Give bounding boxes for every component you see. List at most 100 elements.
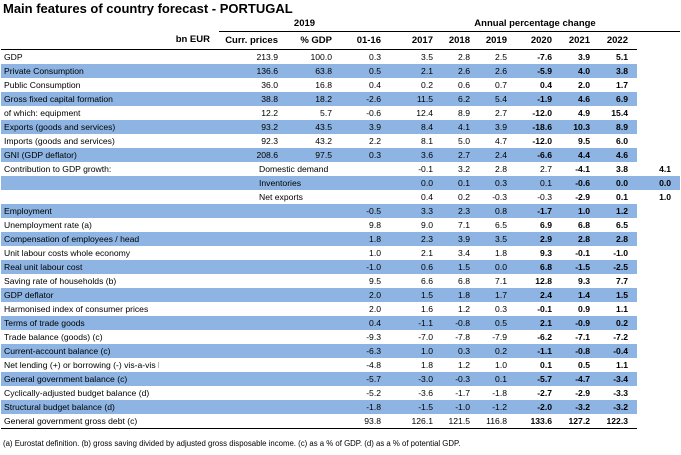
cell-value: 3.8 [599,64,637,78]
cell-value: -0.3 [442,372,479,386]
cell-value: 10.3 [561,120,599,134]
cell-pct-gdp [287,316,341,330]
cell-value: 3.9 [479,120,516,134]
cell-pct-gdp: 18.2 [287,92,341,106]
row-label: Trade balance (goods) (c) [4,332,103,342]
cell-value: 9.0 [421,220,433,230]
cell-value: 0.5 [341,64,390,78]
cell-value: 3.6 [390,148,442,162]
cell-value: 4.1 [659,164,672,174]
cell-value: 2.7 [442,148,479,162]
table-row: General government gross debt (c) 93.8 126… [1,414,680,429]
cell-value: 0.0 [390,176,442,190]
cell-value: 6.5 [495,220,507,230]
cell-value: -1.0 [341,260,390,274]
cell-value: 3.5 [421,52,433,62]
cell-value: 6.2 [442,92,479,106]
cell-value: -7.8 [455,332,470,342]
cell-value: -1.8 [492,388,507,398]
cell-value: 1.5 [390,288,442,302]
cell-value: 0.1 [616,192,628,202]
cell-curr-prices: 93.2 [219,120,287,134]
cell-curr-prices [219,288,287,302]
cell-value: -1.1 [390,316,442,330]
table-row: GNI (GDP deflator) 208.6 97.5 0.3 3.6 2.7 2.4-… [1,148,680,162]
cell-value: -5.9 [516,64,561,78]
cell-value: -3.4 [599,372,637,386]
cell-value: 1.1 [616,304,628,314]
apc-group-header: Annual percentage change [390,17,681,32]
cell-bn-eur [159,330,219,344]
cell-value: -0.5 [341,204,390,218]
cell-value: 6.9 [540,220,552,230]
cell-value: 1.8 [442,288,479,302]
cell-value: 7.7 [616,276,628,286]
cell-value: -3.2 [561,400,599,414]
cell-pct-gdp [287,372,341,386]
cell-value: 0.6 [458,80,470,90]
cell-pct-gdp: 43.5 [287,120,341,134]
cell-pct-gdp [287,260,341,274]
cell-value: 2.5 [495,52,507,62]
cell-value: -4.1 [575,164,590,174]
cell-value: 1.1 [616,360,628,370]
col-year: 2022 [599,31,637,50]
row-label: Current-account balance (c) [1,344,159,358]
row-label: Unit labour costs whole economy [4,248,131,258]
table-row: Saving rate of households (b) 9.5 6.6 6.8 7.… [1,274,680,288]
cell-value: 2.9 [516,232,561,246]
cell-curr-prices [219,204,287,218]
cell-value: 6.9 [599,92,637,106]
table-row: Unemployment rate (a) 9.8 9.0 7.1 6.5 6.9 6.8 6… [1,218,680,232]
row-label: Cyclically-adjusted budget balance (d) [4,388,150,398]
cell-value: 4.1 [442,120,479,134]
cell-pct-gdp [287,204,341,218]
table-row: Compensation of employees / head 1.8 2.3 3.… [1,232,680,246]
cell-value: 2.4 [479,148,516,162]
cell-value: 2.0 [369,304,381,314]
cell-value: 5.0 [458,136,470,146]
cell-value: 6.8 [458,276,470,286]
cell-bn-eur [159,204,219,218]
cell-bn-eur [159,106,219,120]
cell-value: 0.7 [495,80,507,90]
cell-value: 1.0 [659,192,672,202]
cell-value: 0.2 [599,316,637,330]
table-row: Net exports 0.4 0.2 -0.3 -0.3 -2.9 0.1 1.0 [1,190,680,204]
cell-value: -6.2 [537,332,552,342]
cell-curr-prices: 208.6 [219,148,287,162]
cell-value: 2.8 [561,232,599,246]
cell-value: 2.6 [442,64,479,78]
cell-value: -2.7 [537,388,552,398]
cell-bn-eur [159,316,219,330]
cell-value: 121.5 [442,414,479,429]
cell-value: 6.6 [421,276,433,286]
cell-bn-eur [159,246,219,260]
row-sublabel: Domestic demand [259,164,329,174]
cell-value: -0.8 [442,316,479,330]
cell-value: 0.4 [341,316,390,330]
cell-value: 12.8 [535,276,552,286]
cell-value: 2.0 [341,288,390,302]
cell-pct-gdp: 97.5 [287,148,341,162]
cell-value: 0.5 [479,316,516,330]
cell-value: 6.0 [616,136,628,146]
cell-pct-gdp [287,330,341,344]
cell-value: 9.5 [369,276,381,286]
table-row: Contribution to GDP growth: Domestic dema… [1,162,680,176]
cell-value: -3.2 [599,400,637,414]
row-label: Terms of trade goods [1,316,159,330]
cell-curr-prices: 36.0 [261,80,278,90]
cell-value: -7.2 [613,332,628,342]
row-label: Structural budget balance (d) [1,400,159,414]
cell-value: 1.6 [421,304,433,314]
cell-bn-eur [159,50,219,65]
cell-bn-eur [159,358,219,372]
cell-value: -1.0 [442,400,479,414]
cell-curr-prices [219,344,287,358]
row-label: General government gross debt (c) [1,414,159,429]
row-sublabel: Inventories [219,176,390,190]
table-row: GDP 213.9 100.0 0.3 3.5 2.8 2.5 -7.6 3.9 5.1 [1,50,680,65]
cell-value: 2.4 [516,288,561,302]
cell-bn-eur [159,148,219,162]
